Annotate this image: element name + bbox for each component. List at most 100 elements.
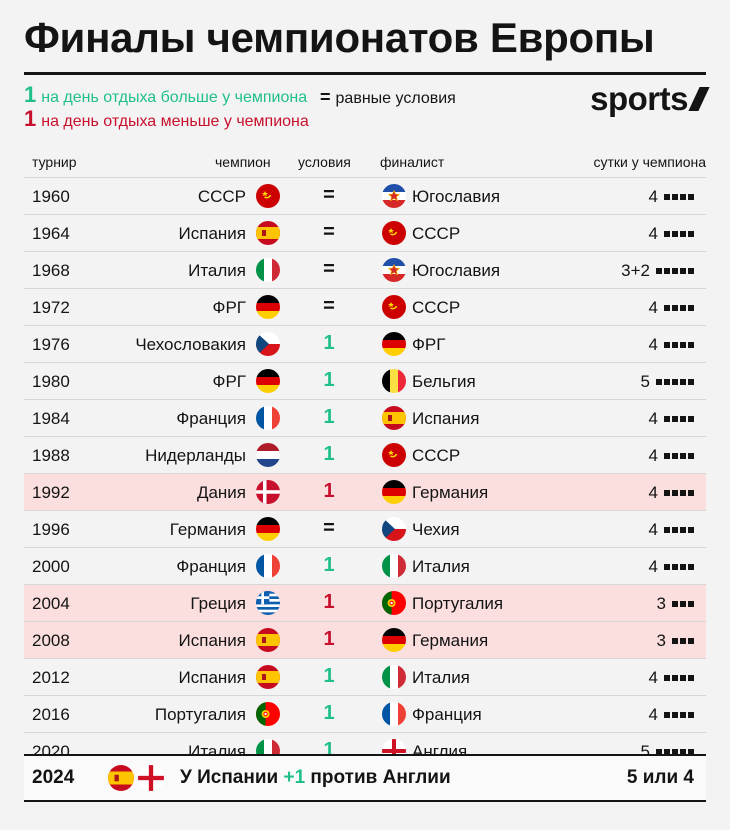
row-year: 1964 (32, 224, 70, 243)
row-year: 2012 (32, 668, 70, 687)
day-mark (688, 342, 694, 348)
ussr-flag-icon (256, 184, 280, 208)
table-row: 1976 Чехословакия 1 ФРГ 4 (24, 325, 706, 362)
day-mark (680, 231, 686, 237)
day-mark (664, 712, 670, 718)
row-finalist: Португалия (412, 594, 504, 613)
england-flag-icon (138, 765, 164, 791)
spain-flag-icon (256, 221, 280, 245)
row-year: 1980 (32, 372, 70, 391)
footer-text: У Испании +1 против Англии (180, 767, 451, 789)
day-mark (672, 638, 678, 644)
row-days-label: 4 (648, 483, 658, 502)
row-champion: Франция (176, 557, 246, 576)
page-title: Финалы чемпионатов Европы (24, 14, 655, 61)
row-days-label: 4 (648, 557, 658, 576)
day-mark (680, 268, 686, 274)
row-days: 4 (649, 409, 694, 429)
day-mark (680, 416, 686, 422)
day-mark (688, 675, 694, 681)
italy-flag-icon (382, 554, 406, 578)
germany-flag-icon (382, 628, 406, 652)
italy-flag-icon (256, 258, 280, 282)
legend-less: 1 на день отдыха меньше у чемпиона (24, 108, 309, 131)
day-mark (688, 416, 694, 422)
ussr-flag-icon (382, 221, 406, 245)
day-mark (664, 564, 670, 570)
legend-more: 1 на день отдыха больше у чемпиона (24, 84, 307, 107)
table-row: 2008 Испания 1 Германия 3 (24, 621, 706, 658)
row-days-label: 4 (648, 224, 658, 243)
day-mark (672, 712, 678, 718)
row-year: 2016 (32, 705, 70, 724)
day-mark (672, 194, 678, 200)
row-finalist: СССР (412, 298, 461, 317)
germany-flag-icon (256, 517, 280, 541)
germany-flag-icon (256, 369, 280, 393)
row-days-label: 3+2 (621, 261, 650, 280)
day-mark (656, 268, 662, 274)
day-mark (680, 675, 686, 681)
row-finalist: Югославия (412, 261, 501, 280)
spain-flag-icon (256, 628, 280, 652)
day-mark (672, 231, 678, 237)
france-flag-icon (256, 554, 280, 578)
row-days-label: 4 (648, 705, 658, 724)
row-finalist: Италия (412, 668, 470, 687)
day-mark (680, 342, 686, 348)
header-conditions: условия (298, 154, 351, 170)
day-mark (672, 564, 678, 570)
yugoslavia-flag-icon (382, 258, 406, 282)
row-year: 1996 (32, 520, 70, 539)
row-year: 1984 (32, 409, 70, 428)
row-year: 1976 (32, 335, 70, 354)
footer-text-after: против Англии (305, 767, 451, 788)
legend-equal-text: равные условия (335, 90, 456, 107)
legend-less-number: 1 (24, 106, 37, 131)
day-mark (688, 379, 694, 385)
germany-flag-icon (382, 332, 406, 356)
day-mark (688, 194, 694, 200)
row-days-label: 4 (648, 520, 658, 539)
row-condition: = (323, 295, 335, 317)
row-days: 4 (649, 187, 694, 207)
day-mark (672, 453, 678, 459)
row-champion: ФРГ (212, 372, 246, 391)
footer-2024: 2024 У Испании +1 против Англии 5 или 4 (24, 754, 706, 802)
row-days-label: 5 (640, 372, 650, 391)
table-row: 2016 Португалия 1 Франция 4 (24, 695, 706, 732)
legend-equal-symbol: = (320, 87, 331, 107)
row-days: 4 (649, 446, 694, 466)
czech-flag-icon (382, 517, 406, 541)
day-mark (664, 305, 670, 311)
italy-flag-icon (256, 739, 280, 763)
day-mark (688, 564, 694, 570)
day-mark (664, 453, 670, 459)
row-finalist: Германия (412, 631, 489, 650)
row-days-label: 4 (648, 298, 658, 317)
row-finalist: Югославия (412, 187, 501, 206)
logo-text: sports (590, 80, 688, 117)
day-mark (688, 453, 694, 459)
row-days: 4 (649, 520, 694, 540)
day-mark (672, 675, 678, 681)
ussr-flag-icon (382, 443, 406, 467)
italy-flag-icon (382, 665, 406, 689)
day-mark (664, 416, 670, 422)
table-header: турнир чемпион условия финалист сутки у … (0, 154, 730, 174)
row-condition: = (323, 258, 335, 280)
netherlands-flag-icon (256, 443, 280, 467)
table-row: 2004 Греция 1 Португалия 3 (24, 584, 706, 621)
row-days-label: 3 (656, 631, 666, 650)
row-days: 4 (649, 668, 694, 688)
row-days: 3+2 (621, 261, 694, 281)
header-tournament: турнир (32, 154, 77, 170)
day-mark (680, 749, 686, 755)
day-mark (688, 305, 694, 311)
row-finalist: Италия (412, 557, 470, 576)
row-year: 1972 (32, 298, 70, 317)
row-condition: 1 (323, 702, 335, 724)
day-mark (672, 416, 678, 422)
header-finalist: финалист (380, 154, 445, 170)
day-mark (680, 490, 686, 496)
